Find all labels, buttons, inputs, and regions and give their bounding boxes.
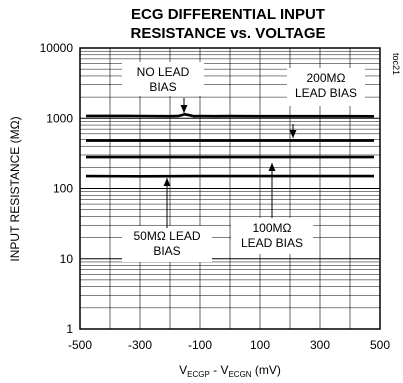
x-label-unit: (mV) <box>252 363 281 377</box>
annotation-arrow-head <box>268 163 276 171</box>
x-tick-label: 300 <box>310 338 330 352</box>
x-tick-label: -300 <box>128 338 152 352</box>
series-group <box>85 113 375 178</box>
x-tick-label: -500 <box>68 338 92 352</box>
y-tick-label: 1 <box>66 322 73 336</box>
annotation-text: LEAD BIAS <box>241 236 303 250</box>
x-label-sub2: ECGN <box>228 370 251 379</box>
annotation-text: NO LEAD <box>137 65 190 79</box>
annotation-text: LEAD BIAS <box>295 86 357 100</box>
x-tick-label: -100 <box>188 338 212 352</box>
annotation-backdrop <box>122 226 212 262</box>
x-label-v1: V <box>179 363 187 377</box>
annotation-arrow-head <box>180 105 188 113</box>
plot-frame <box>79 47 381 330</box>
x-tick-label: 100 <box>250 338 270 352</box>
y-axis-label: INPUT RESISTANCE (MΩ) <box>8 116 22 261</box>
x-label-sub1: ECGP <box>187 370 210 379</box>
y-tick-labels: 1 10 100 1000 10000 <box>40 41 74 336</box>
y-tick-label: 1000 <box>46 111 73 125</box>
annotation-backdrop <box>122 62 204 96</box>
y-tick-label: 10 <box>60 252 74 266</box>
annotation-text: 100MΩ <box>253 221 292 235</box>
series-line-1 <box>85 113 375 118</box>
chart-title-line-2: RESISTANCE vs. VOLTAGE <box>130 25 325 42</box>
annotation-backdrop <box>231 218 313 254</box>
x-tick-labels: -500 -300 -100 100 300 500 <box>68 338 390 352</box>
annotation-arrow-head <box>163 178 171 186</box>
y-tick-label: 10000 <box>40 41 74 55</box>
y-tick-label: 100 <box>53 182 73 196</box>
x-axis-label: VECGP - VECGN (mV) <box>179 363 281 379</box>
chart-title-line-1: ECG DIFFERENTIAL INPUT <box>131 6 325 23</box>
annotation-arrow-head <box>289 130 297 138</box>
x-label-mid: - V <box>210 363 229 377</box>
annotation-text: BIAS <box>149 80 176 94</box>
annotation-text: 200MΩ <box>307 71 346 85</box>
annotation-text: 50MΩ LEAD <box>134 229 201 243</box>
figure-code: toc21 <box>391 53 401 75</box>
annotation-backdrop <box>287 68 365 106</box>
annotation-text: BIAS <box>153 244 180 258</box>
x-tick-label: 500 <box>370 338 390 352</box>
